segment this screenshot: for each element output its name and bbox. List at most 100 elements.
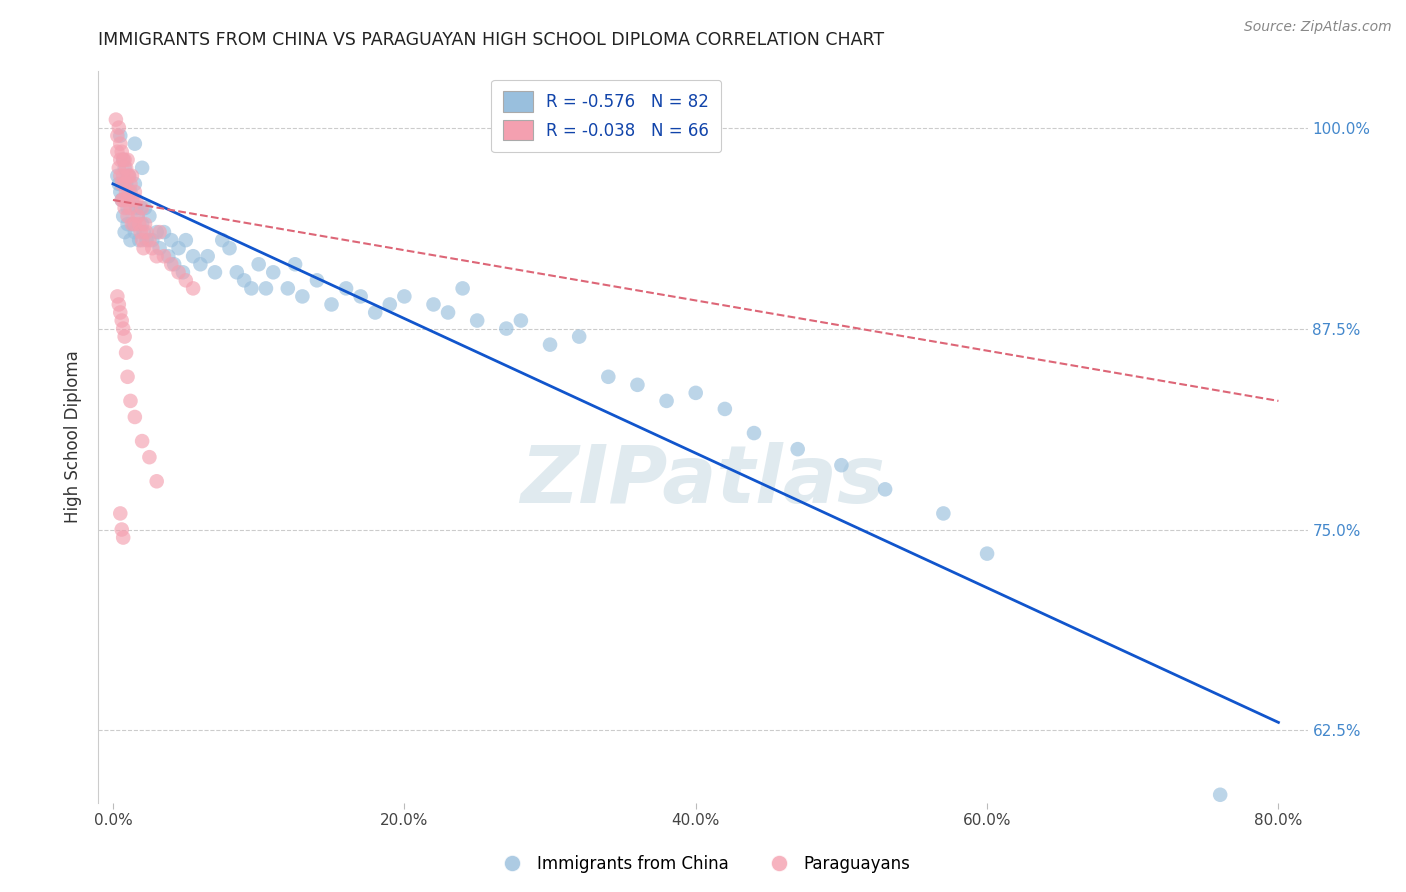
Point [129,225,152,239]
Point [114,329,136,343]
Point [160,233,183,247]
Point [204,265,226,279]
Point [174,273,197,287]
Point [786,442,808,457]
Point [262,265,284,279]
Point [120,177,142,191]
Point [685,385,707,400]
Point [112,169,135,183]
Point [291,289,314,303]
Point [305,273,328,287]
Point [149,225,172,239]
Point [117,217,139,231]
Point [131,434,153,449]
Point [108,177,131,191]
Point [153,225,176,239]
Point [118,169,141,183]
Point [160,257,183,271]
Point [132,225,155,239]
Point [111,145,134,159]
Point [120,201,142,215]
Y-axis label: High School Diploma: High School Diploma [65,351,83,524]
Point [132,241,155,255]
Point [110,153,132,167]
Point [138,233,160,247]
Point [167,241,190,255]
Point [190,257,212,271]
Point [141,233,163,247]
Point [174,233,197,247]
Point [114,153,136,167]
Point [111,523,134,537]
Point [110,185,132,199]
Point [115,161,138,175]
Point [115,345,138,359]
Point [114,177,136,191]
Point [127,209,149,223]
Point [110,305,132,319]
Point [131,161,153,175]
Point [112,153,135,167]
Point [108,161,131,175]
Point [172,265,194,279]
Point [277,281,299,295]
Point [875,483,897,497]
Point [120,185,142,199]
Point [121,217,143,231]
Text: Source: ZipAtlas.com: Source: ZipAtlas.com [1244,20,1392,34]
Point [157,249,180,263]
Point [181,281,204,295]
Text: ZIPatlas: ZIPatlas [520,442,886,520]
Point [378,297,401,311]
Point [108,297,131,311]
Point [120,393,142,408]
Point [110,136,132,151]
Point [124,185,146,199]
Point [138,450,160,465]
Point [131,201,153,215]
Point [114,225,136,239]
Point [112,193,135,207]
Point [225,265,247,279]
Point [495,321,517,335]
Point [1209,788,1232,802]
Point [149,241,172,255]
Point [568,329,591,343]
Point [110,128,132,143]
Point [124,217,146,231]
Point [105,145,128,159]
Point [110,169,132,183]
Point [742,425,765,440]
Point [124,225,146,239]
Point [932,507,955,521]
Point [128,217,150,231]
Point [135,225,157,239]
Point [105,169,128,183]
Point [112,531,135,545]
Point [465,313,488,327]
Legend: R = -0.576   N = 82, R = -0.038   N = 66: R = -0.576 N = 82, R = -0.038 N = 66 [492,79,721,152]
Point [422,297,444,311]
Point [117,209,139,223]
Point [145,249,167,263]
Point [138,209,160,223]
Point [254,281,277,295]
Point [112,321,135,335]
Point [211,233,233,247]
Point [598,369,620,384]
Point [111,193,134,207]
Point [364,305,387,319]
Point [122,217,145,231]
Point [117,169,139,183]
Point [145,475,167,489]
Point [437,305,460,319]
Point [167,265,190,279]
Point [197,249,219,263]
Point [129,201,152,215]
Point [509,313,531,327]
Point [350,289,373,303]
Point [976,547,998,561]
Point [118,185,141,199]
Point [117,153,139,167]
Point [141,241,163,255]
